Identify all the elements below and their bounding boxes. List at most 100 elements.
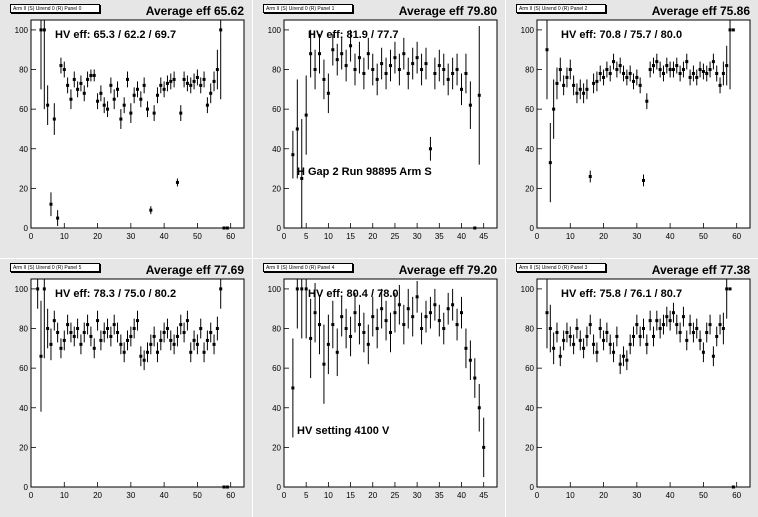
data-point <box>648 68 652 72</box>
data-point <box>675 323 679 327</box>
data-point <box>612 60 616 64</box>
y-tick-label: 60 <box>19 105 28 114</box>
plot-pad-2: Arm II (S) Uirend 0 (R) Panel 2 Average e… <box>506 0 758 258</box>
data-point <box>628 71 632 75</box>
data-point <box>728 28 732 32</box>
data-point <box>59 346 63 350</box>
data-point <box>473 226 477 230</box>
data-point <box>119 117 123 121</box>
data-point <box>136 87 139 91</box>
data-point <box>335 350 339 354</box>
y-tick-label: 0 <box>530 483 535 492</box>
data-point <box>155 350 159 354</box>
data-point <box>366 52 370 56</box>
data-point <box>76 327 80 331</box>
data-point <box>420 68 424 72</box>
x-tick-label: 40 <box>457 232 466 241</box>
data-point <box>433 71 437 75</box>
data-point <box>145 107 149 111</box>
plot-pad-4: Arm II (S) Uirend 0 (R) Panel 4 Average e… <box>253 259 505 517</box>
data-point <box>592 81 596 85</box>
data-point <box>362 71 366 75</box>
data-point <box>477 93 481 97</box>
x-tick-label: 30 <box>632 232 641 241</box>
data-point <box>675 64 679 68</box>
data-point <box>718 323 722 327</box>
data-point <box>375 327 379 331</box>
x-tick-label: 0 <box>535 232 540 241</box>
x-tick-label: 60 <box>226 232 235 241</box>
data-point <box>99 91 103 95</box>
data-point <box>179 323 183 327</box>
data-point <box>89 334 93 338</box>
y-tick-label: 80 <box>525 66 534 75</box>
data-point <box>322 362 326 366</box>
data-point <box>380 307 384 311</box>
x-tick-label: 40 <box>160 232 169 241</box>
data-point <box>46 103 50 107</box>
x-tick-label: 0 <box>29 232 34 241</box>
x-tick-label: 0 <box>535 491 540 500</box>
panel-title-badge: Arm II (S) Uirend 0 (R) Panel 5 <box>10 263 100 272</box>
plot-frame <box>30 278 245 488</box>
data-point <box>615 68 619 72</box>
data-point <box>455 68 459 72</box>
data-point <box>72 334 76 338</box>
x-tick-label: 10 <box>324 491 333 500</box>
data-point <box>349 44 353 48</box>
data-point <box>393 56 397 60</box>
data-point <box>721 327 725 331</box>
data-point <box>406 307 410 311</box>
data-point <box>468 358 472 362</box>
data-point <box>353 68 357 72</box>
data-point <box>389 330 392 334</box>
y-tick-label: 40 <box>19 145 28 154</box>
data-point <box>562 83 566 87</box>
y-tick-label: 40 <box>272 145 281 154</box>
data-point <box>451 303 455 307</box>
data-point <box>215 327 219 331</box>
x-tick-label: 50 <box>699 491 708 500</box>
data-point <box>635 323 639 327</box>
data-point <box>79 81 83 85</box>
data-point <box>322 77 326 81</box>
data-point <box>658 327 662 331</box>
data-point <box>602 75 606 79</box>
data-point <box>142 358 146 362</box>
data-point <box>92 73 96 77</box>
x-tick-label: 5 <box>304 232 309 241</box>
data-point <box>96 319 100 323</box>
data-point <box>565 75 569 79</box>
data-point <box>122 103 126 107</box>
data-point <box>66 83 70 87</box>
x-tick-label: 50 <box>193 491 202 500</box>
data-point <box>102 103 106 107</box>
data-point <box>608 71 612 75</box>
data-point <box>668 68 672 72</box>
y-tick-label: 0 <box>24 483 29 492</box>
data-point <box>326 91 330 95</box>
data-point <box>482 445 486 449</box>
data-point <box>165 81 169 85</box>
x-tick-label: 0 <box>282 232 287 241</box>
data-point <box>705 71 709 75</box>
data-point <box>678 71 682 75</box>
data-point <box>291 386 295 390</box>
data-point <box>152 111 156 115</box>
data-point <box>464 71 468 75</box>
x-tick-label: 40 <box>666 491 675 500</box>
data-point <box>109 334 113 338</box>
data-point <box>585 87 589 91</box>
y-tick-label: 60 <box>525 364 534 373</box>
data-point <box>82 330 86 334</box>
data-point <box>126 77 130 81</box>
data-point <box>56 330 60 334</box>
data-point <box>76 87 80 91</box>
data-point <box>548 161 552 165</box>
data-point <box>568 334 572 338</box>
data-point <box>185 319 189 323</box>
data-point <box>424 315 428 319</box>
data-point <box>671 311 675 315</box>
data-point <box>578 338 582 342</box>
data-point <box>112 323 116 327</box>
